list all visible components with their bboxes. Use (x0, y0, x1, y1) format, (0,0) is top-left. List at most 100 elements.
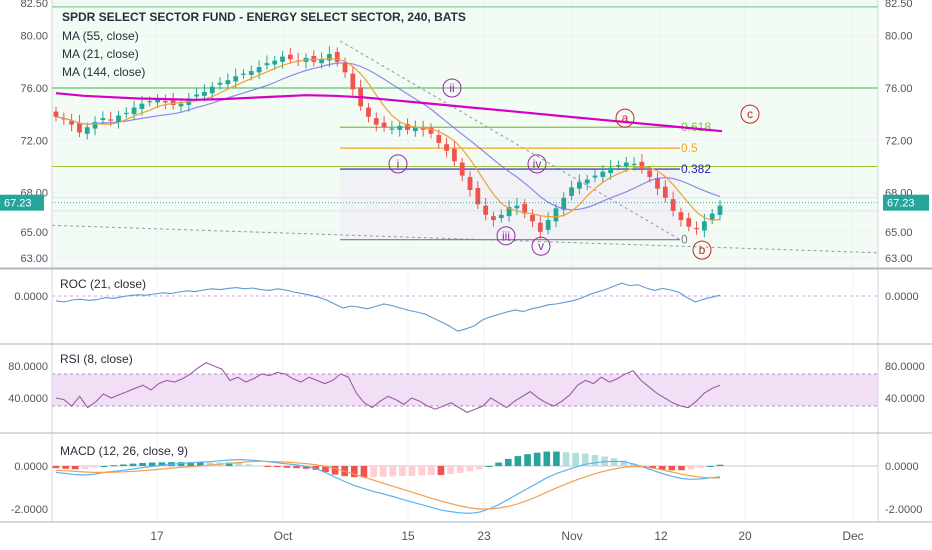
wave-label-circle[interactable] (531, 236, 551, 256)
candle-body[interactable] (608, 167, 614, 173)
candle-body[interactable] (522, 203, 528, 214)
candle-body[interactable] (350, 73, 356, 90)
candle-body[interactable] (108, 119, 114, 121)
macd-signal-line[interactable] (55, 460, 721, 510)
candle-body[interactable] (670, 199, 676, 211)
candle-body[interactable] (209, 86, 215, 94)
candle-body[interactable] (116, 115, 121, 122)
candle-body[interactable] (694, 227, 699, 230)
candle-body[interactable] (561, 197, 567, 210)
candle-body[interactable] (53, 111, 59, 117)
candle-body[interactable] (397, 125, 403, 130)
candle-body[interactable] (342, 63, 348, 73)
candle-body[interactable] (498, 214, 504, 219)
candle-body[interactable] (162, 101, 168, 103)
candle-body[interactable] (381, 122, 387, 128)
candle-body[interactable] (467, 176, 473, 190)
candle-body[interactable] (69, 120, 75, 125)
wave-label-circle[interactable] (527, 154, 547, 174)
candle-body[interactable] (334, 52, 340, 62)
candle-body[interactable] (264, 63, 270, 66)
candle-body[interactable] (553, 208, 559, 222)
roc-pane[interactable] (52, 282, 878, 332)
candle-body[interactable] (655, 178, 660, 189)
ma21-line[interactable] (55, 58, 721, 221)
candle-body[interactable] (662, 186, 668, 198)
candle-body[interactable] (256, 67, 262, 73)
candle-body[interactable] (131, 107, 137, 115)
rsi-pane[interactable] (52, 362, 878, 414)
candle-body[interactable] (327, 54, 332, 61)
candle-body[interactable] (701, 221, 707, 231)
macd-histogram-bar (225, 462, 233, 466)
candle-body[interactable] (576, 182, 582, 189)
candle-body[interactable] (123, 112, 129, 115)
candle-body[interactable] (444, 144, 449, 151)
candle-body[interactable] (139, 103, 145, 109)
candle-body[interactable] (248, 71, 254, 75)
candle-body[interactable] (530, 214, 535, 222)
candle-body[interactable] (545, 220, 551, 230)
candle-body[interactable] (537, 222, 543, 232)
macd-pane[interactable] (52, 451, 878, 514)
candle-body[interactable] (217, 82, 223, 85)
candle-body[interactable] (412, 127, 418, 132)
candle-body[interactable] (686, 218, 692, 227)
candle-body[interactable] (491, 216, 496, 221)
candle-body[interactable] (600, 171, 606, 177)
candle-body[interactable] (459, 162, 465, 176)
candle-body[interactable] (420, 128, 426, 130)
roc-line[interactable] (55, 282, 721, 332)
candle-body[interactable] (272, 60, 278, 65)
ma55-line[interactable] (55, 62, 721, 211)
rsi-line[interactable] (55, 362, 721, 414)
candle-body[interactable] (84, 127, 90, 134)
candle-body[interactable] (616, 165, 621, 167)
candle-body[interactable] (233, 76, 239, 82)
candle-body[interactable] (405, 123, 410, 130)
candle-body[interactable] (592, 175, 598, 178)
candle-body[interactable] (202, 91, 207, 96)
candle-body[interactable] (92, 122, 98, 129)
candle-body[interactable] (155, 99, 160, 103)
wave-label-circle[interactable] (615, 108, 635, 128)
candle-body[interactable] (389, 128, 395, 130)
candle-body[interactable] (514, 205, 520, 209)
candle-body[interactable] (709, 213, 715, 220)
wave-label-circle[interactable] (496, 226, 516, 246)
candle-body[interactable] (77, 122, 82, 133)
candle-body[interactable] (436, 135, 442, 143)
candle-body[interactable] (147, 101, 153, 103)
wave-label-circle[interactable] (740, 104, 760, 124)
ma144-line[interactable] (55, 92, 723, 133)
candle-body[interactable] (178, 103, 184, 107)
candle-body[interactable] (506, 207, 512, 217)
candle-body[interactable] (647, 170, 653, 177)
candle-body[interactable] (639, 161, 645, 170)
candle-body[interactable] (194, 94, 200, 97)
candle-body[interactable] (717, 205, 723, 215)
candle-body[interactable] (241, 73, 246, 75)
candle-body[interactable] (483, 205, 489, 215)
candle-body[interactable] (100, 118, 106, 121)
candle-body[interactable] (280, 56, 285, 62)
candle-body[interactable] (61, 118, 67, 120)
candle-body[interactable] (373, 118, 379, 125)
wave-label-circle[interactable] (442, 78, 462, 98)
wave-label-circle[interactable] (692, 240, 712, 260)
candle-body[interactable] (287, 54, 293, 60)
wave-label-circle[interactable] (388, 154, 408, 174)
candle-body[interactable] (631, 163, 637, 166)
macd-line[interactable] (55, 458, 721, 514)
candle-body[interactable] (623, 162, 629, 167)
candle-body[interactable] (678, 212, 684, 221)
candle-body[interactable] (225, 80, 231, 85)
candle-body[interactable] (475, 188, 481, 205)
candle-body[interactable] (319, 59, 324, 64)
candle-body[interactable] (428, 127, 434, 134)
candle-body[interactable] (569, 187, 574, 196)
candle-body[interactable] (366, 107, 371, 117)
candle-body[interactable] (584, 179, 590, 184)
candle-body[interactable] (452, 148, 457, 162)
